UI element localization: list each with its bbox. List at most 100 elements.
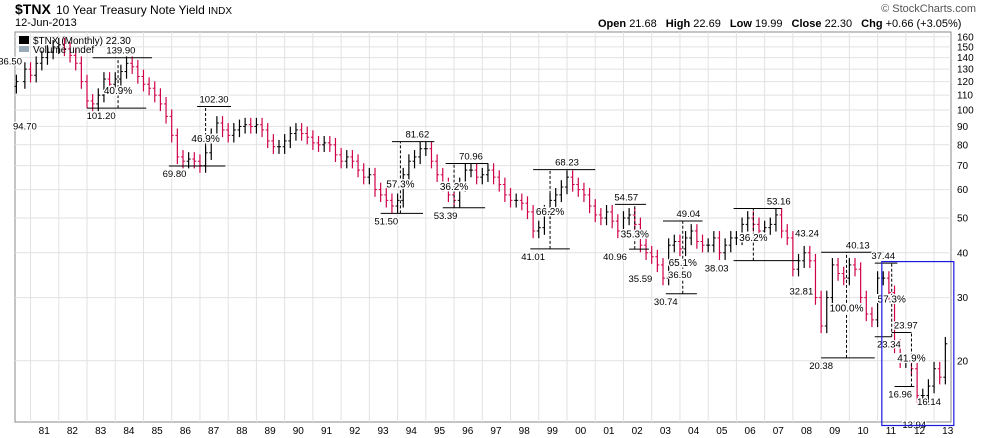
x-tick-label: 88 — [236, 426, 248, 437]
value-label: 70.96 — [459, 151, 483, 162]
high-value: 22.69 — [693, 18, 721, 30]
x-tick-label: 92 — [349, 426, 361, 437]
value-label: 102.30 — [200, 94, 229, 105]
ohlc-bar — [316, 135, 321, 152]
description-text: 10 Year Treasury Note Yield — [56, 3, 205, 17]
ohlc-bar — [497, 170, 502, 192]
ohlc-bar — [124, 56, 129, 79]
percent-label: 100.0% — [830, 303, 864, 314]
legend-series: $TNX (Monthly) 22.30 — [33, 36, 131, 47]
ohlc-bar — [197, 154, 202, 173]
y-tick-label: 150 — [957, 42, 974, 53]
ohlc-bar — [271, 134, 276, 154]
ohlc-bar — [412, 150, 417, 169]
ohlc-bar — [322, 135, 327, 152]
ohlc-bar — [576, 177, 581, 197]
ohlc-bar — [886, 271, 891, 300]
ohlc-bar — [395, 193, 400, 214]
annotations: 136.50 94.70 139.90 101.20 102.30 69.80 81.62 5… — [0, 44, 955, 432]
ohlc-bar — [310, 130, 315, 151]
ohlc-bar — [356, 154, 361, 178]
x-tick-label: 83 — [95, 426, 107, 437]
x-tick-label: 08 — [801, 426, 813, 437]
ohlc-bar — [378, 182, 383, 203]
ohlc-bar — [717, 231, 722, 260]
y-tick-label: 80 — [957, 140, 969, 151]
ohlc-bar — [559, 180, 564, 203]
ohlc-bar — [435, 154, 440, 182]
ohlc-bar — [248, 117, 253, 134]
value-label: 101.20 — [87, 111, 116, 122]
ohlc-bar — [728, 231, 733, 253]
ohlc-bar — [525, 196, 530, 220]
ohlc-bar — [101, 72, 106, 103]
ohlc-bar — [226, 123, 231, 143]
ohlc-bar — [282, 134, 287, 154]
x-tick-label: 06 — [745, 426, 757, 437]
value-label: 20.38 — [809, 361, 833, 372]
y-tick-label: 110 — [957, 91, 973, 102]
value-label: 139.90 — [106, 46, 135, 57]
ohlc-bar — [892, 285, 897, 354]
value-label: 81.62 — [405, 130, 429, 141]
ohlc-bar — [627, 208, 632, 226]
ohlc-bar — [181, 150, 185, 169]
y-tick-label: 40 — [957, 248, 969, 259]
ohlc-bar — [51, 39, 56, 60]
ohlc-bar — [418, 141, 423, 165]
ohlc-bar — [813, 253, 818, 305]
ohlc-bar — [773, 208, 778, 232]
stockcharts-credit[interactable]: © StockCharts.com — [881, 3, 976, 15]
ohlc-bar — [277, 139, 281, 154]
value-label: 30.74 — [654, 297, 678, 308]
ohlc-bar — [96, 88, 101, 112]
ohlc-bar — [926, 379, 931, 403]
value-label: 49.04 — [677, 209, 701, 220]
ohlc-bar — [706, 238, 711, 253]
ohlc-bar — [14, 74, 19, 94]
ohlc-bar — [514, 193, 519, 208]
ohlc-bars — [14, 37, 948, 403]
y-tick-label: 60 — [957, 185, 969, 196]
ohlc-bar — [68, 42, 73, 63]
ohlc-bar — [615, 214, 620, 239]
chart-date: 12-Jun-2013 — [15, 17, 77, 29]
ohlc-bar — [581, 182, 586, 203]
ohlc-bar — [62, 37, 67, 57]
ohlc-bar — [175, 128, 180, 165]
ohlc-bar — [147, 77, 152, 96]
legend-volume: Volume undef — [33, 45, 94, 56]
ohlc-bar — [457, 177, 462, 208]
ohlc-bar — [367, 167, 372, 185]
x-tick-label: 02 — [632, 426, 644, 437]
quote-summary: Open 21.68 High 22.69 Low 19.99 Close 22… — [592, 18, 961, 30]
ohlc-bar — [384, 188, 389, 208]
x-tick-label: 11 — [886, 426, 897, 437]
ohlc-bar — [491, 163, 496, 185]
ohlc-bar — [932, 361, 937, 394]
ohlc-bar — [288, 126, 293, 149]
ohlc-bar — [22, 62, 27, 89]
x-tick-label: 85 — [152, 426, 164, 437]
value-label: 68.23 — [555, 158, 579, 169]
ohlc-bar — [107, 72, 112, 92]
ohlc-bar — [118, 64, 123, 87]
ohlc-bar — [937, 361, 942, 385]
close-value: 22.30 — [824, 18, 853, 30]
ohlc-bar — [796, 253, 801, 277]
ohlc-bar — [339, 147, 344, 169]
ohlc-bar — [638, 217, 643, 253]
value-label: 16.96 — [888, 389, 912, 400]
y-tick-label: 100 — [957, 106, 974, 117]
ohlc-bar — [39, 50, 44, 71]
x-tick-label: 07 — [773, 426, 785, 437]
y-tick-label: 90 — [957, 122, 969, 133]
chart-symbol: $TNX — [15, 1, 51, 17]
ohlc-bar — [593, 199, 598, 223]
percent-label: 46.9% — [191, 134, 219, 145]
x-tick-label: 00 — [575, 426, 587, 437]
ohlc-bar — [209, 128, 214, 160]
ohlc-bar — [220, 116, 225, 138]
ohlc-bar — [807, 245, 812, 268]
